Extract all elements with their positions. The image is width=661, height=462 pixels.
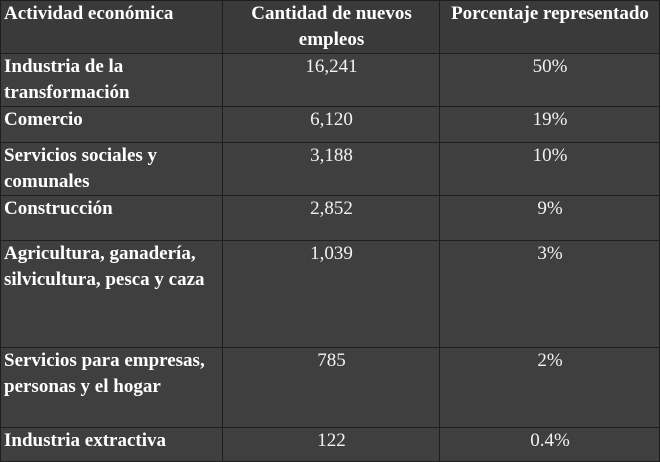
percent-cell: 50%: [439, 53, 660, 107]
count-cell: 2,852: [222, 195, 440, 241]
table-body: Industria de la transformación 16,241 50…: [0, 53, 660, 462]
percent-cell: 9%: [439, 195, 660, 241]
percent-cell: 19%: [439, 106, 660, 143]
table-row: Comercio 6,120 19%: [0, 106, 660, 143]
activity-cell: Industria de la transformación: [0, 53, 223, 107]
header-count: Cantidad de nuevos empleos: [222, 0, 440, 54]
header-activity: Actividad económica: [0, 0, 223, 54]
table-row: Agricultura, ganadería, silvicultura, pe…: [0, 240, 660, 348]
count-cell: 16,241: [222, 53, 440, 107]
count-cell: 6,120: [222, 106, 440, 143]
percent-cell: 0.4%: [439, 427, 660, 462]
activity-cell: Construcción: [0, 195, 223, 241]
activity-cell: Agricultura, ganadería, silvicultura, pe…: [0, 240, 223, 348]
percent-cell: 2%: [439, 347, 660, 428]
count-cell: 122: [222, 427, 440, 462]
percent-cell: 3%: [439, 240, 660, 348]
table-row: Servicios sociales y comunales 3,188 10%: [0, 142, 660, 196]
table-row: Servicios para empresas, personas y el h…: [0, 347, 660, 428]
percent-cell: 10%: [439, 142, 660, 196]
activity-cell: Comercio: [0, 106, 223, 143]
activity-cell: Industria extractiva: [0, 427, 223, 462]
count-cell: 785: [222, 347, 440, 428]
table-row: Industria extractiva 122 0.4%: [0, 427, 660, 462]
table-row: Industria de la transformación 16,241 50…: [0, 53, 660, 107]
count-cell: 3,188: [222, 142, 440, 196]
table-row: Construcción 2,852 9%: [0, 195, 660, 241]
table-header: Actividad económica Cantidad de nuevos e…: [0, 0, 660, 54]
activity-cell: Servicios sociales y comunales: [0, 142, 223, 196]
count-cell: 1,039: [222, 240, 440, 348]
activity-cell: Servicios para empresas, personas y el h…: [0, 347, 223, 428]
header-percent: Porcentaje representado: [439, 0, 660, 54]
header-row: Actividad económica Cantidad de nuevos e…: [0, 0, 660, 54]
